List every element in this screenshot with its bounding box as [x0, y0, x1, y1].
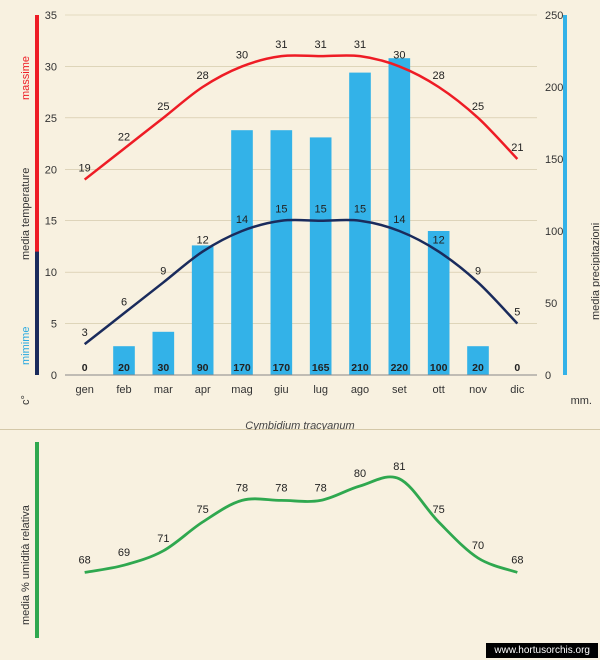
svg-text:12: 12: [197, 235, 209, 247]
svg-text:lug: lug: [313, 384, 328, 396]
svg-text:apr: apr: [195, 384, 211, 396]
svg-text:nov: nov: [469, 384, 487, 396]
svg-text:15: 15: [275, 204, 287, 216]
svg-text:ago: ago: [351, 384, 369, 396]
bottom-chart-svg: 68 69 71 75 78 78 78 80 81 75 70 68: [0, 430, 600, 660]
svg-text:10: 10: [45, 267, 57, 279]
svg-text:50: 50: [545, 298, 557, 310]
svg-text:feb: feb: [116, 384, 131, 396]
bottom-panel: media % umidità relativa 686971757878788…: [0, 430, 600, 660]
svg-text:15: 15: [315, 204, 327, 216]
svg-text:75: 75: [433, 504, 445, 516]
svg-text:0: 0: [545, 370, 551, 382]
svg-text:25: 25: [472, 101, 484, 113]
svg-text:25: 25: [45, 113, 57, 125]
svg-text:78: 78: [275, 482, 287, 494]
svg-text:78: 78: [315, 482, 327, 494]
svg-text:14: 14: [236, 214, 248, 226]
svg-text:dic: dic: [510, 384, 525, 396]
svg-text:0: 0: [514, 362, 520, 374]
svg-text:25: 25: [157, 101, 169, 113]
svg-text:22: 22: [118, 132, 130, 144]
svg-text:20: 20: [118, 362, 130, 374]
svg-text:81: 81: [393, 461, 405, 473]
svg-text:30: 30: [393, 49, 405, 61]
svg-text:14: 14: [393, 214, 405, 226]
svg-text:69: 69: [118, 547, 130, 559]
svg-text:set: set: [392, 384, 407, 396]
svg-text:100: 100: [430, 362, 448, 374]
svg-text:20: 20: [472, 362, 484, 374]
svg-text:5: 5: [51, 319, 57, 331]
svg-text:28: 28: [433, 70, 445, 82]
svg-text:19: 19: [79, 163, 91, 175]
svg-text:15: 15: [354, 204, 366, 216]
svg-text:mag: mag: [231, 384, 252, 396]
svg-text:ott: ott: [433, 384, 445, 396]
svg-text:12: 12: [433, 235, 445, 247]
svg-text:170: 170: [233, 362, 251, 374]
svg-text:15: 15: [45, 216, 57, 228]
svg-text:9: 9: [475, 265, 481, 277]
svg-text:250: 250: [545, 10, 563, 22]
svg-text:78: 78: [236, 482, 248, 494]
svg-text:220: 220: [391, 362, 409, 374]
svg-text:100: 100: [545, 226, 563, 238]
svg-text:6: 6: [121, 296, 127, 308]
svg-text:170: 170: [273, 362, 291, 374]
svg-text:0: 0: [82, 362, 88, 374]
svg-text:30: 30: [45, 61, 57, 73]
svg-text:0: 0: [51, 370, 57, 382]
svg-text:31: 31: [275, 39, 287, 51]
credit-badge: www.hortusorchis.org: [486, 643, 598, 658]
svg-text:30: 30: [236, 49, 248, 61]
svg-text:giu: giu: [274, 384, 289, 396]
svg-text:150: 150: [545, 154, 563, 166]
svg-text:gen: gen: [75, 384, 93, 396]
svg-text:68: 68: [511, 554, 523, 566]
svg-text:31: 31: [315, 39, 327, 51]
svg-text:28: 28: [197, 70, 209, 82]
svg-text:20: 20: [45, 164, 57, 176]
svg-text:75: 75: [197, 504, 209, 516]
svg-text:3: 3: [82, 327, 88, 339]
svg-text:165: 165: [312, 362, 330, 374]
svg-text:30: 30: [157, 362, 169, 374]
svg-text:210: 210: [351, 362, 369, 374]
svg-text:70: 70: [472, 540, 484, 552]
svg-text:21: 21: [511, 142, 523, 154]
svg-text:5: 5: [514, 307, 520, 319]
svg-text:31: 31: [354, 39, 366, 51]
svg-text:200: 200: [545, 82, 563, 94]
svg-text:35: 35: [45, 10, 57, 22]
svg-text:9: 9: [160, 265, 166, 277]
svg-text:80: 80: [354, 468, 366, 480]
svg-text:mar: mar: [154, 384, 173, 396]
top-panel: c° mimime media temperature massime medi…: [0, 0, 600, 430]
top-chart-svg: 0510152025303505010015020025002030901701…: [0, 0, 600, 430]
svg-text:71: 71: [157, 533, 169, 545]
svg-text:90: 90: [197, 362, 209, 374]
svg-text:68: 68: [79, 554, 91, 566]
